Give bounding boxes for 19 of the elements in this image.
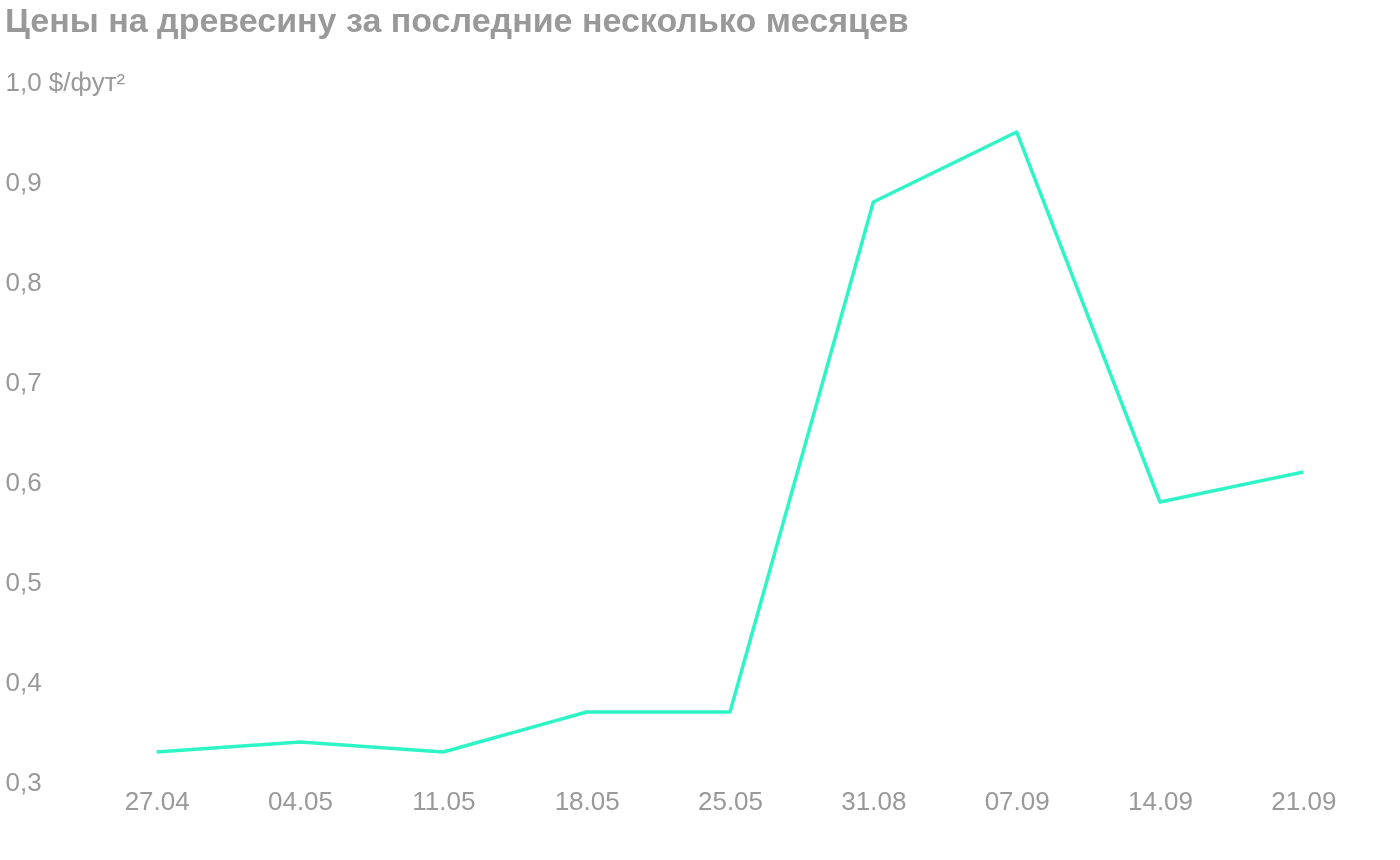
y-tick-label: 0,6 bbox=[5, 466, 42, 497]
y-tick-label: 0,8 bbox=[5, 266, 42, 297]
line-series bbox=[154, 130, 1306, 754]
x-tick-label: 18.05 bbox=[554, 785, 620, 816]
y-tick-label: 0,4 bbox=[5, 666, 42, 697]
x-tick-label: 21.09 bbox=[1271, 785, 1337, 816]
y-tick-label: 1,0 $/фут² bbox=[5, 66, 126, 97]
x-tick-label: 11.05 bbox=[412, 785, 476, 816]
x-tick-label: 31.08 bbox=[841, 785, 907, 816]
x-tick-label: 25.05 bbox=[697, 785, 764, 816]
y-tick-label: 0,7 bbox=[5, 366, 42, 397]
x-tick-label: 07.09 bbox=[984, 785, 1050, 816]
x-tick-label: 27.04 bbox=[124, 785, 190, 816]
x-tick-label: 14.09 bbox=[1127, 785, 1194, 816]
y-tick-label: 0,5 bbox=[5, 566, 42, 597]
y-tick-label: 0,3 bbox=[5, 766, 42, 797]
x-tick-label: 04.05 bbox=[267, 785, 334, 816]
y-tick-label: 0,9 bbox=[5, 166, 42, 197]
chart-title: Цены на древесину за последние несколько месяцев bbox=[5, 1, 909, 39]
